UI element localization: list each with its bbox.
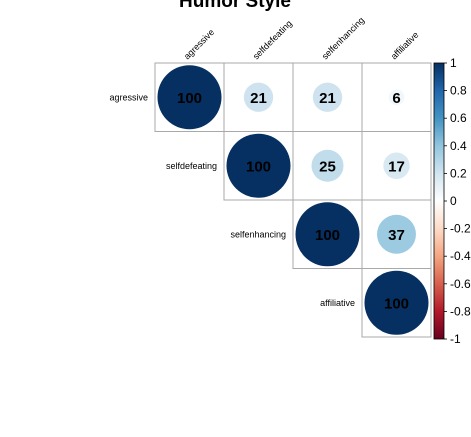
correlation-circle [311, 149, 344, 182]
grid [154, 62, 432, 338]
colorbar-tick-label: -0.4 [450, 249, 471, 263]
correlation-value-label: 25 [319, 158, 336, 175]
column-label: affiliative [389, 30, 421, 62]
colorbar-tick-label: -0.2 [450, 222, 471, 236]
correlation-circle [226, 133, 291, 198]
correlation-value-label: 100 [246, 158, 271, 175]
colorbar: 1 0.8 0.6 0.4 0.2 0 -0.2 -0.4 -0.6 -0.8 -1 [433, 56, 471, 346]
row-label: affiliative [320, 298, 355, 308]
colorbar-tick-label: 0.4 [450, 139, 467, 153]
colorbar-tick-label: -1 [450, 332, 461, 346]
correlation-circle [157, 65, 222, 130]
correlation-value-label: 37 [388, 227, 405, 244]
circles [157, 65, 429, 335]
row-label: agressive [109, 92, 148, 102]
correlation-value-label: 17 [388, 158, 405, 175]
row-label: selfdefeating [166, 161, 217, 171]
correlation-value-label: 100 [315, 227, 340, 244]
column-label: agressive [182, 27, 216, 61]
correlation-circle [295, 202, 360, 267]
correlation-value-label: 100 [177, 90, 202, 107]
correlation-circle [377, 214, 416, 254]
column-label: selfdefeating [251, 18, 294, 61]
colorbar-tick-label: 1 [450, 56, 457, 70]
correlation-value-label: 6 [392, 90, 400, 107]
row-labels: agressive selfdefeating selfenhancing affil… [109, 92, 355, 308]
correlation-circle [388, 89, 405, 106]
correlation-circle [383, 152, 410, 179]
value-labels: 100 21 21 6 100 25 17 100 37 100 [177, 90, 409, 313]
colorbar-tick-label: -0.8 [450, 304, 471, 318]
row-label: selfenhancing [230, 229, 286, 239]
column-labels: agressive selfdefeating selfenhancing affil… [182, 15, 421, 61]
column-label: selfenhancing [320, 15, 366, 61]
correlation-value-label: 100 [384, 295, 409, 312]
correlation-value-label: 21 [250, 90, 267, 107]
correlation-value-label: 21 [319, 90, 336, 107]
colorbar-tick-label: 0 [450, 194, 457, 208]
correlation-circle [364, 270, 429, 335]
grid-cell [361, 268, 432, 338]
colorbar-gradient [433, 62, 445, 340]
colorbar-tick-label: 0.8 [450, 84, 467, 98]
correlation-circle [312, 82, 343, 112]
colorbar-tick-label: -0.6 [450, 277, 471, 291]
correlation-circle [243, 82, 274, 112]
colorbar-tick-label: 0.6 [450, 111, 467, 125]
chart-title: Humor Style [179, 0, 291, 12]
colorbar-tick-label: 0.2 [450, 166, 467, 180]
